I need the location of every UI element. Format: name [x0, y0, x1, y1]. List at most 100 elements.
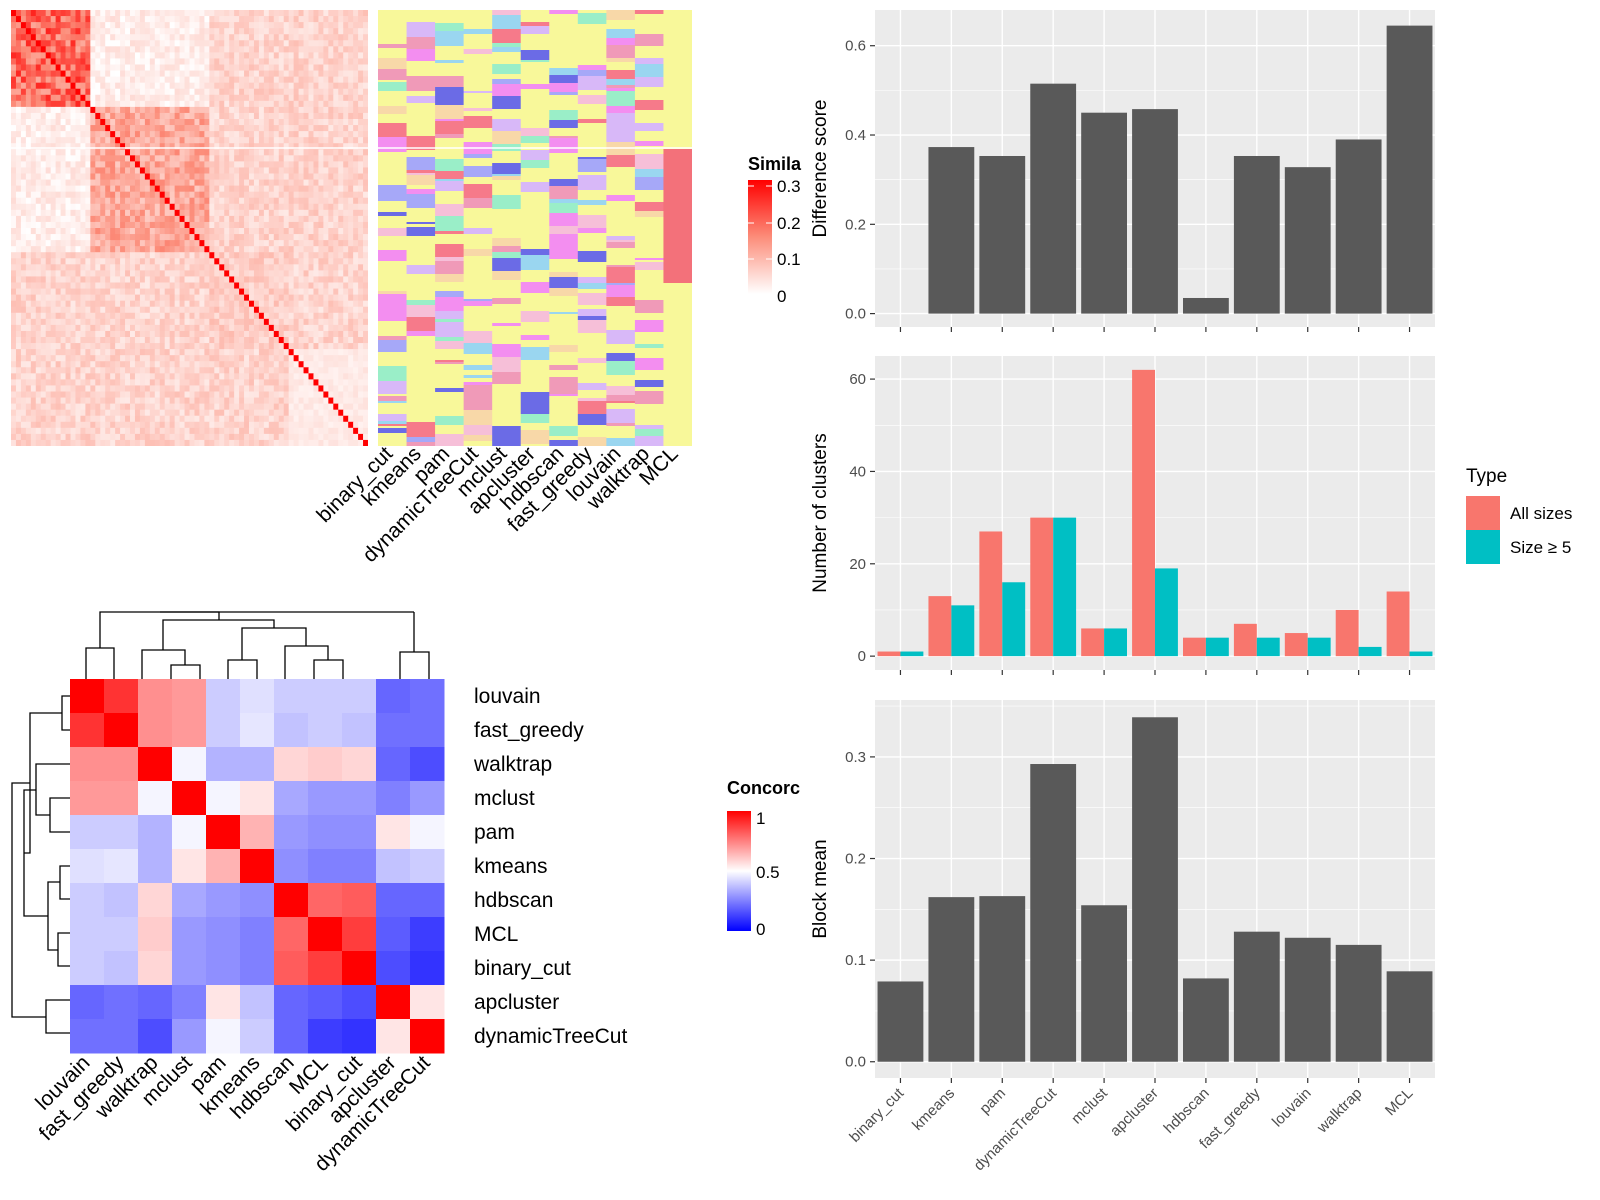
similarity-cell: [25, 22, 32, 29]
similarity-cell: [298, 312, 304, 320]
similarity-cell: [353, 52, 359, 59]
similarity-cell: [328, 258, 334, 265]
similarity-cell: [55, 209, 61, 217]
similarity-cell: [283, 312, 290, 320]
similarity-cell: [288, 361, 295, 368]
similarity-cell: [40, 391, 47, 398]
similarity-cell: [268, 112, 275, 120]
similarity-cell: [90, 215, 96, 223]
similarity-cell: [268, 403, 275, 411]
similarity-cell: [30, 421, 37, 429]
similarity-cell: [184, 185, 190, 193]
similarity-cell: [323, 161, 329, 168]
similarity-cell: [288, 10, 295, 17]
similarity-cell: [55, 100, 61, 108]
similarity-cell: [40, 94, 47, 102]
similarity-cell: [258, 282, 265, 289]
similarity-cell: [189, 221, 195, 229]
similarity-cell: [283, 161, 290, 168]
similarity-cell: [60, 343, 66, 350]
similarity-cell: [130, 373, 136, 380]
similarity-cell: [184, 161, 190, 168]
similarity-cell: [134, 137, 141, 144]
similarity-cell: [90, 191, 96, 199]
similarity-cell: [194, 294, 200, 302]
similarity-cell: [244, 409, 250, 417]
similarity-cell: [278, 197, 285, 205]
similarity-cell: [179, 300, 185, 308]
similarity-cell: [139, 270, 146, 277]
similarity-cell: [308, 16, 314, 23]
similarity-cell: [130, 149, 136, 156]
similarity-cell: [328, 137, 334, 144]
similarity-cell: [328, 119, 334, 126]
similarity-cell: [134, 34, 141, 41]
similarity-cell: [144, 337, 151, 344]
similarity-cell: [293, 70, 299, 78]
similarity-cell: [100, 379, 106, 386]
similarity-cell: [363, 52, 368, 59]
similarity-cell: [164, 112, 171, 120]
similarity-cell: [115, 131, 121, 138]
similarity-cell: [184, 282, 190, 289]
similarity-cell: [263, 234, 270, 241]
similarity-cell: [80, 282, 86, 289]
similarity-cell: [149, 324, 156, 332]
similarity-cell: [303, 373, 309, 380]
similarity-cell: [189, 185, 195, 193]
similarity-cell: [293, 318, 299, 326]
similarity-cell: [358, 355, 364, 362]
similarity-cell: [189, 76, 195, 84]
similarity-cell: [244, 385, 250, 392]
similarity-cell: [343, 421, 349, 429]
similarity-cell: [20, 106, 27, 114]
similarity-cell: [338, 106, 344, 114]
similarity-cell: [179, 215, 185, 223]
similarity-cell: [130, 197, 136, 205]
similarity-cell: [70, 125, 76, 132]
similarity-cell: [263, 246, 270, 253]
similarity-cell: [283, 397, 290, 405]
similarity-cell: [358, 228, 364, 235]
similarity-cell: [239, 397, 245, 405]
similarity-cell: [288, 88, 295, 96]
similarity-cell: [258, 185, 265, 193]
similarity-cell: [234, 391, 240, 398]
similarity-cell: [358, 282, 364, 289]
similarity-cell: [204, 106, 210, 114]
similarity-cell: [288, 106, 295, 114]
similarity-cell: [209, 161, 215, 168]
similarity-cell: [293, 28, 299, 35]
similarity-cell: [40, 119, 47, 126]
similarity-cell: [199, 312, 205, 320]
similarity-cell: [55, 173, 61, 180]
similarity-cell: [313, 294, 319, 302]
similarity-cell: [90, 76, 96, 84]
similarity-cell: [40, 143, 47, 150]
similarity-cell: [234, 209, 240, 217]
similarity-cell: [95, 143, 101, 150]
similarity-cell: [85, 203, 91, 211]
similarity-cell: [120, 300, 126, 308]
similarity-cell: [288, 28, 295, 35]
similarity-cell: [214, 46, 220, 53]
similarity-cell: [358, 324, 364, 332]
similarity-cell: [258, 131, 265, 138]
similarity-cell: [244, 349, 250, 356]
similarity-cell: [268, 167, 275, 174]
similarity-cell: [338, 355, 344, 362]
similarity-cell: [184, 100, 190, 108]
similarity-cell: [50, 28, 57, 35]
similarity-cell: [11, 349, 17, 356]
similarity-cell: [263, 88, 270, 96]
similarity-cell: [328, 94, 334, 102]
similarity-cell: [234, 258, 240, 265]
similarity-cell: [229, 112, 235, 120]
similarity-cell: [45, 161, 52, 168]
similarity-cell: [20, 112, 27, 120]
similarity-cell: [95, 22, 101, 29]
similarity-cell: [338, 100, 344, 108]
similarity-cell: [105, 240, 111, 247]
similarity-cell: [149, 149, 156, 156]
similarity-cell: [115, 300, 121, 308]
